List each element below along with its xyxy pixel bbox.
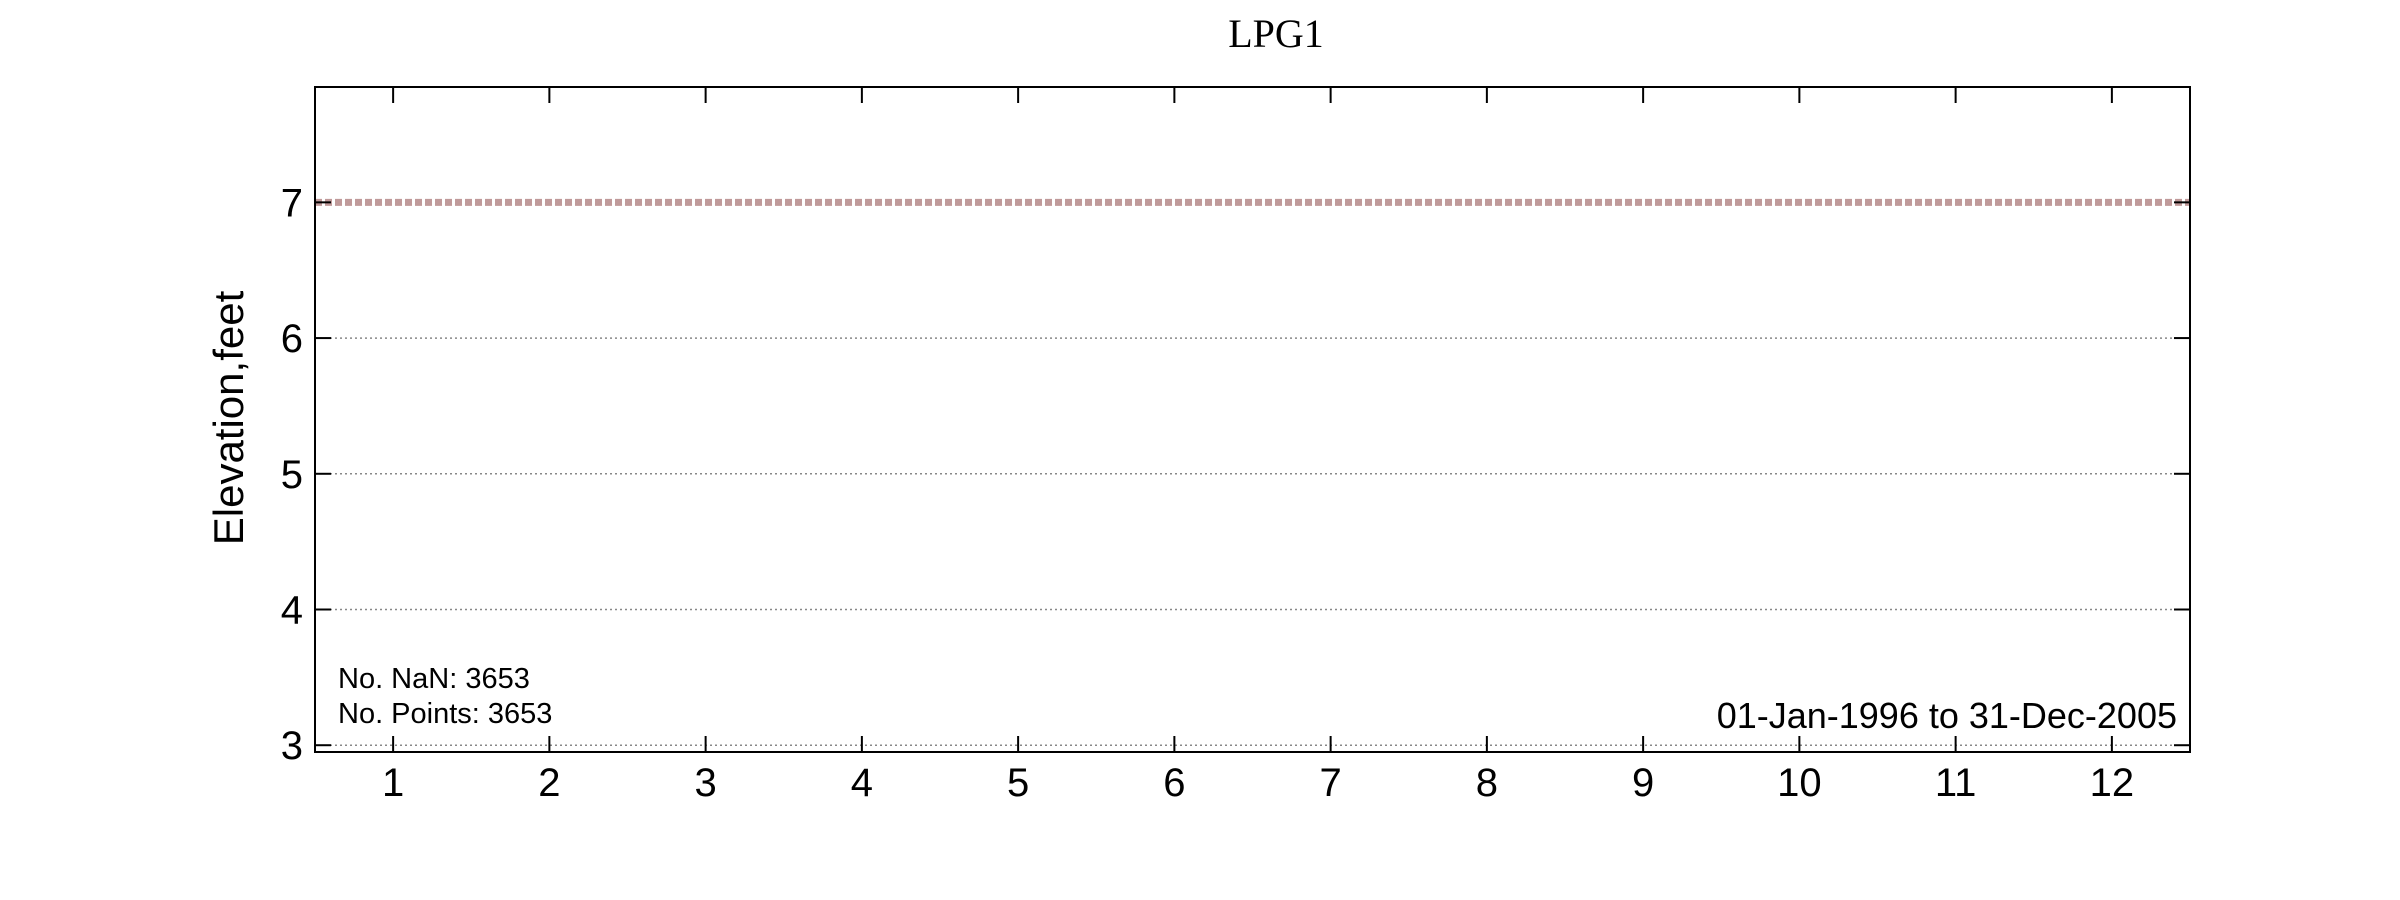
y-tick-labels: 3 4 5 6 7 <box>281 181 303 768</box>
x-tick-label: 4 <box>851 761 873 805</box>
x-tick-label: 11 <box>1935 761 1977 805</box>
plot-frame <box>314 86 2191 753</box>
x-tick-label: 10 <box>1777 761 1822 805</box>
chart-title: LPG1 <box>1228 11 1324 56</box>
y-axis-label: Elevation,feet <box>205 290 252 545</box>
y-tick-label: 5 <box>281 453 303 497</box>
x-tick-label: 12 <box>2090 761 2135 805</box>
points-count-note: No. Points: 3653 <box>338 698 552 730</box>
x-tick-labels: 1 2 3 4 5 6 7 8 9 10 11 12 <box>382 761 2134 805</box>
x-tick-label: 7 <box>1320 761 1342 805</box>
x-tick-label: 9 <box>1632 761 1654 805</box>
x-tick-label: 8 <box>1476 761 1498 805</box>
y-tick-label: 3 <box>281 724 303 768</box>
axis-ticks <box>315 87 2190 752</box>
x-tick-label: 3 <box>695 761 717 805</box>
y-tick-label: 7 <box>281 181 303 225</box>
x-tick-label: 5 <box>1007 761 1029 805</box>
y-tick-label: 6 <box>281 317 303 361</box>
x-tick-label: 2 <box>538 761 560 805</box>
y-tick-label: 4 <box>281 589 303 633</box>
x-tick-label: 6 <box>1163 761 1185 805</box>
date-range-note: 01-Jan-1996 to 31-Dec-2005 <box>1717 695 2177 736</box>
nan-count-note: No. NaN: 3653 <box>338 663 530 695</box>
grid-lines <box>315 201 2190 746</box>
x-tick-label: 1 <box>382 761 404 805</box>
